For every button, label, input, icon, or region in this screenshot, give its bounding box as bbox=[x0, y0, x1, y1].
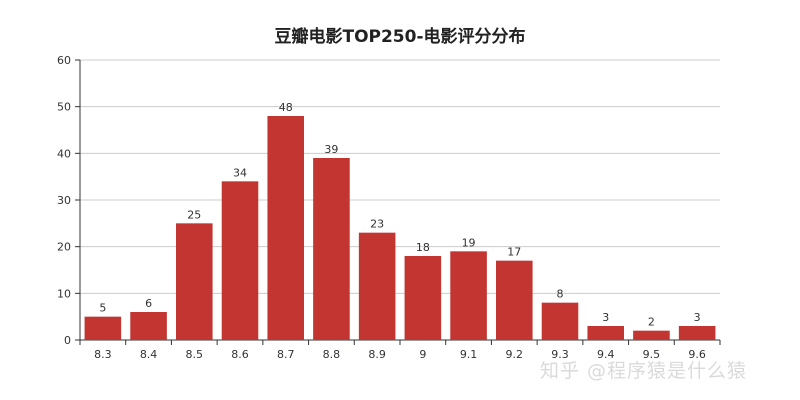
y-tick-label: 0 bbox=[64, 334, 71, 347]
data-label: 25 bbox=[187, 208, 201, 221]
data-label: 3 bbox=[602, 311, 609, 324]
x-tick-label: 8.3 bbox=[94, 348, 112, 361]
y-tick-label: 60 bbox=[57, 54, 71, 67]
x-tick-label: 9.3 bbox=[551, 348, 569, 361]
x-tick-label: 8.6 bbox=[231, 348, 249, 361]
data-label: 18 bbox=[416, 241, 430, 254]
y-tick-label: 10 bbox=[57, 287, 71, 300]
y-tick-label: 20 bbox=[57, 241, 71, 254]
bar bbox=[130, 312, 167, 340]
bar bbox=[176, 223, 213, 340]
data-label: 2 bbox=[648, 316, 655, 329]
data-label: 19 bbox=[462, 236, 476, 249]
y-tick-label: 30 bbox=[57, 194, 71, 207]
data-label: 48 bbox=[279, 101, 293, 114]
chart-title: 豆瓣电影TOP250-电影评分分布 bbox=[274, 27, 526, 47]
bar bbox=[267, 116, 304, 340]
data-label: 17 bbox=[507, 246, 521, 259]
data-label: 8 bbox=[557, 288, 564, 301]
bar bbox=[496, 260, 533, 340]
data-label: 39 bbox=[324, 143, 338, 156]
x-tick-label: 8.5 bbox=[186, 348, 204, 361]
bar bbox=[404, 256, 442, 340]
data-label: 5 bbox=[99, 302, 106, 315]
bar bbox=[678, 326, 716, 340]
data-label: 6 bbox=[145, 297, 152, 310]
x-tick-label: 9.5 bbox=[643, 348, 661, 361]
data-label: 34 bbox=[233, 166, 247, 179]
watermark-text: 知乎 @程序猿是什么猿 bbox=[540, 360, 748, 382]
y-tick-label: 50 bbox=[57, 101, 71, 114]
x-tick-label: 9.2 bbox=[506, 348, 524, 361]
bar bbox=[587, 326, 624, 340]
bar bbox=[633, 330, 670, 340]
bar bbox=[84, 316, 122, 340]
data-label: 23 bbox=[370, 218, 384, 231]
bar bbox=[313, 158, 350, 340]
y-tick-label: 40 bbox=[57, 147, 71, 160]
bar bbox=[358, 232, 396, 340]
bar bbox=[450, 251, 487, 340]
x-tick-label: 9 bbox=[419, 348, 426, 361]
x-tick-label: 8.9 bbox=[368, 348, 386, 361]
x-tick-label: 9.1 bbox=[460, 348, 478, 361]
x-tick-label: 9.4 bbox=[597, 348, 615, 361]
x-tick-label: 8.7 bbox=[277, 348, 295, 361]
data-label: 3 bbox=[694, 311, 701, 324]
bar bbox=[541, 302, 579, 340]
bar bbox=[221, 181, 259, 340]
x-tick-label: 8.4 bbox=[140, 348, 158, 361]
x-tick-label: 9.6 bbox=[688, 348, 706, 361]
x-tick-label: 8.8 bbox=[323, 348, 341, 361]
